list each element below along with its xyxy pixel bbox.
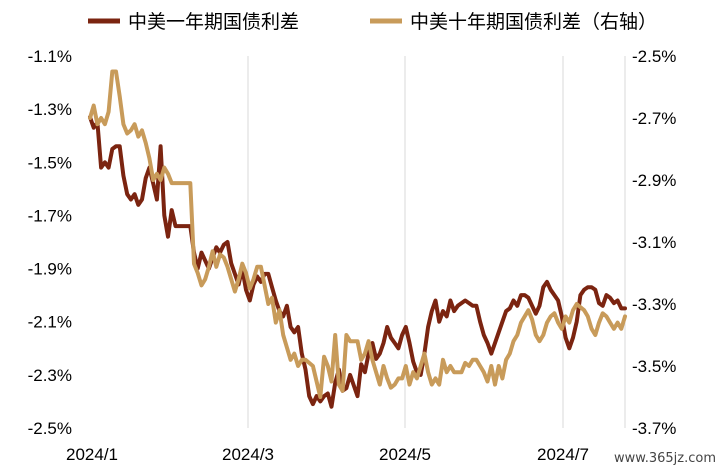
x-tick-label: 2024/3 — [222, 445, 274, 464]
legend-label-10y: 中美十年期国债利差（右轴） — [410, 11, 657, 33]
series-group — [88, 69, 627, 409]
y-axis-left: -1.1% -1.3% -1.5% -1.7% -1.9% -2.1% -2.3% -2.5% — [28, 47, 72, 438]
legend: 中美一年期国债利差 中美十年期国债利差（右轴） — [88, 11, 657, 33]
y-right-tick-label: -2.9% — [632, 171, 676, 190]
y-left-tick-label: -1.5% — [28, 153, 72, 172]
x-tick-label: 2024/1 — [66, 445, 118, 464]
y-left-tick-label: -2.1% — [28, 313, 72, 332]
x-axis: 2024/1 2024/3 2024/5 2024/7 — [66, 445, 589, 464]
y-right-tick-label: -3.7% — [632, 419, 676, 438]
y-right-tick-label: -2.5% — [632, 47, 676, 66]
legend-label-1y: 中美一年期国债利差 — [128, 11, 299, 33]
y-left-tick-label: -1.3% — [28, 100, 72, 119]
x-tick-label: 2024/5 — [379, 445, 431, 464]
y-axis-right: -2.5% -2.7% -2.9% -3.1% -3.3% -3.5% -3.7% — [632, 47, 676, 438]
x-tick-label: 2024/7 — [537, 445, 589, 464]
y-left-tick-label: -1.1% — [28, 47, 72, 66]
y-left-tick-label: -2.5% — [28, 419, 72, 438]
series-line-1y-spread — [88, 115, 627, 409]
y-right-tick-label: -3.1% — [632, 233, 676, 252]
y-right-tick-label: -2.7% — [632, 109, 676, 128]
series-line-10y-spread — [88, 69, 627, 399]
y-right-tick-label: -3.3% — [632, 295, 676, 314]
y-left-tick-label: -2.3% — [28, 366, 72, 385]
watermark: www.365jz.com — [614, 451, 716, 466]
y-left-tick-label: -1.9% — [28, 260, 72, 279]
y-right-tick-label: -3.5% — [632, 357, 676, 376]
y-left-tick-label: -1.7% — [28, 206, 72, 225]
